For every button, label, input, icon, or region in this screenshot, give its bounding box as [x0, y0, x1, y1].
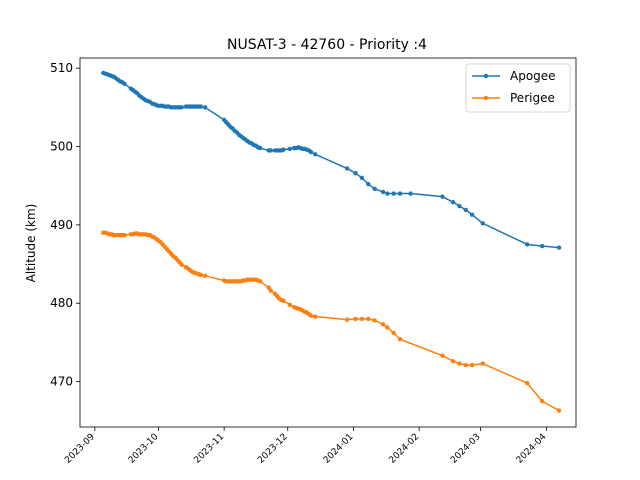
- legend: Apogee Perigee: [465, 63, 571, 113]
- data-point-perigee: [281, 298, 286, 304]
- data-point-apogee: [391, 191, 396, 196]
- data-point-perigee: [353, 316, 358, 322]
- data-point-apogee: [202, 105, 208, 110]
- data-point-apogee: [287, 146, 293, 152]
- legend-marker-perigee: [483, 95, 489, 101]
- data-point-perigee: [359, 316, 365, 322]
- data-point-perigee: [313, 314, 318, 319]
- data-point-apogee: [372, 186, 377, 192]
- legend-label-perigee: Perigee: [510, 91, 555, 105]
- data-point-apogee: [457, 203, 462, 209]
- data-point-apogee: [198, 104, 204, 109]
- y-tick-label: 470: [50, 375, 73, 389]
- data-point-perigee: [122, 232, 127, 238]
- data-point-apogee: [344, 166, 350, 171]
- data-point-perigee: [179, 262, 184, 268]
- data-point-apogee: [450, 199, 456, 205]
- data-point-perigee: [202, 273, 208, 278]
- axes-frame: [79, 57, 577, 428]
- data-point-perigee: [463, 362, 468, 368]
- data-point-perigee: [268, 288, 273, 293]
- data-point-perigee: [457, 361, 462, 366]
- data-point-perigee: [366, 316, 371, 322]
- data-point-apogee: [308, 149, 314, 155]
- data-point-apogee: [469, 212, 475, 217]
- data-point-apogee: [525, 242, 530, 247]
- chart-title: NUSAT-3 - 42760 - Priority :4: [227, 37, 427, 53]
- y-tick-label: 480: [50, 296, 73, 310]
- data-point-perigee: [308, 313, 314, 318]
- legend-marker-apogee: [483, 73, 489, 79]
- data-point-apogee: [408, 191, 413, 196]
- data-point-perigee: [450, 358, 456, 364]
- data-point-apogee: [440, 194, 445, 199]
- data-point-perigee: [198, 272, 204, 278]
- data-point-perigee: [287, 302, 293, 307]
- y-tick-label: 500: [50, 140, 73, 154]
- data-point-perigee: [372, 318, 377, 323]
- data-point-apogee: [556, 245, 562, 250]
- data-point-perigee: [385, 325, 390, 330]
- data-point-perigee: [480, 361, 485, 366]
- data-point-apogee: [397, 191, 403, 196]
- data-point-apogee: [385, 191, 390, 196]
- data-point-perigee: [556, 408, 562, 413]
- y-tick-label: 510: [50, 61, 73, 75]
- data-point-apogee: [359, 175, 365, 181]
- data-point-apogee: [257, 145, 263, 151]
- data-point-perigee: [344, 317, 350, 322]
- data-point-apogee: [122, 81, 127, 87]
- y-axis-label: Altitude (km): [24, 204, 38, 283]
- data-point-apogee: [366, 181, 371, 187]
- data-point-apogee: [353, 170, 358, 176]
- data-point-apogee: [313, 152, 318, 157]
- data-point-perigee: [380, 322, 386, 327]
- data-point-perigee: [266, 285, 271, 290]
- data-point-apogee: [179, 105, 184, 110]
- data-point-perigee: [539, 398, 545, 404]
- legend-label-apogee: Apogee: [510, 69, 556, 83]
- data-point-perigee: [257, 279, 263, 284]
- data-point-perigee: [397, 337, 403, 342]
- data-point-perigee: [440, 353, 445, 358]
- data-point-apogee: [480, 221, 485, 226]
- data-point-perigee: [469, 362, 475, 368]
- data-point-apogee: [281, 147, 286, 152]
- data-point-perigee: [525, 380, 530, 386]
- data-point-apogee: [268, 148, 273, 153]
- data-point-apogee: [380, 189, 386, 195]
- data-point-apogee: [463, 207, 468, 213]
- data-point-perigee: [391, 330, 396, 336]
- y-tick-label: 490: [50, 218, 73, 232]
- data-point-apogee: [539, 243, 545, 249]
